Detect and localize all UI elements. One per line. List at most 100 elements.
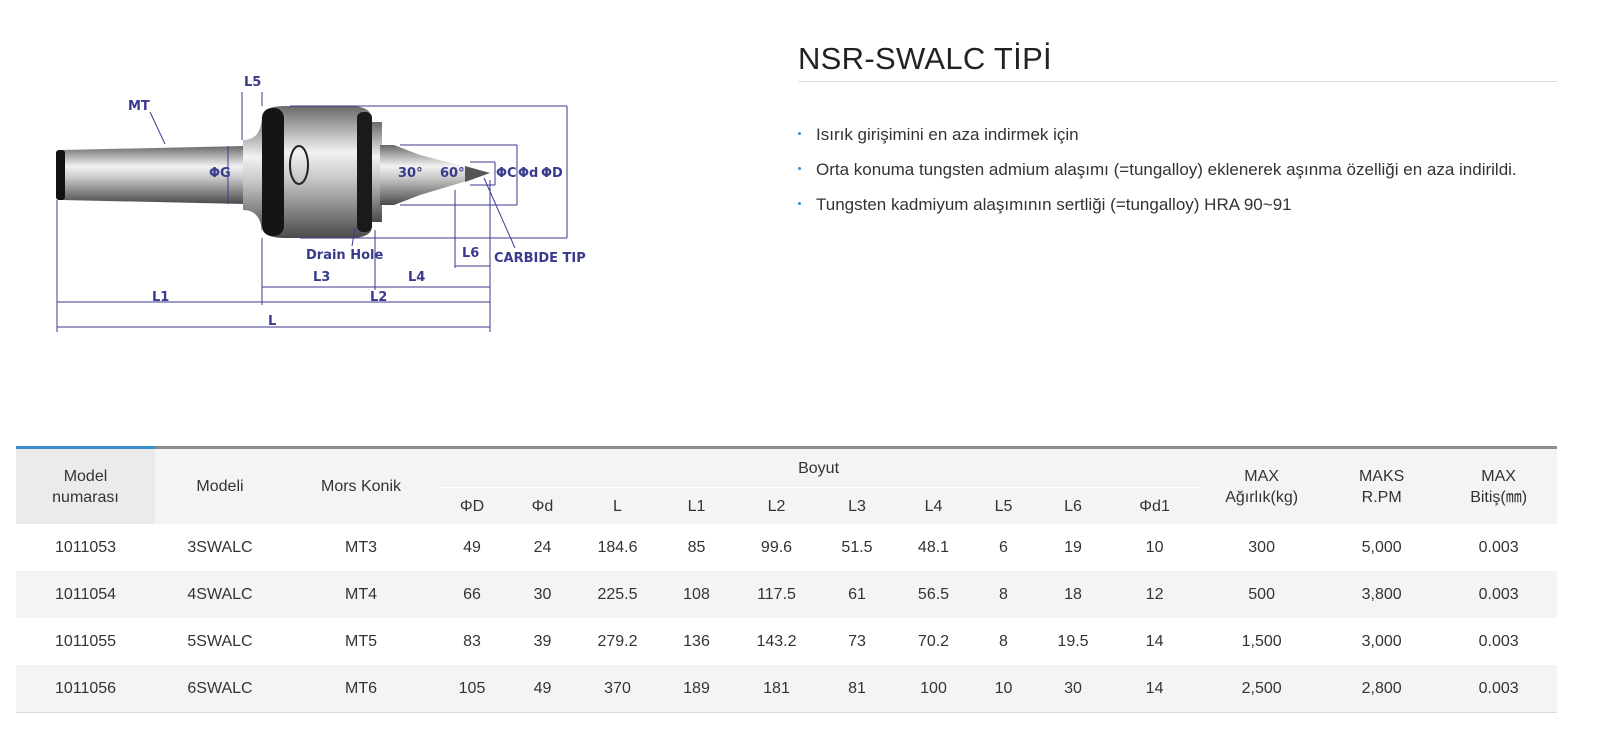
table-cell: 61: [817, 571, 897, 618]
header-dim: L1: [657, 487, 736, 524]
table-cell: 83: [463, 632, 481, 650]
table-cell: 70.2: [917, 632, 950, 650]
table-cell: 0.003: [1440, 571, 1558, 618]
table-cell: 6SWALC: [155, 665, 285, 713]
table-cell: 0.003: [1478, 632, 1519, 650]
label-mt: MT: [128, 99, 150, 114]
tool-body: [56, 106, 490, 238]
header-morse: Mors Konik: [285, 446, 437, 524]
header-max-load: MAX Ağırlık(kg): [1200, 446, 1324, 524]
bullet-icon: [798, 167, 801, 170]
table-cell: 184.6: [597, 538, 638, 556]
table-cell: MT6: [285, 665, 437, 713]
header-boyut: Boyut: [437, 446, 1201, 488]
header-dim: L6: [1037, 487, 1109, 524]
table-cell: 370: [578, 665, 657, 713]
table-cell: 30: [507, 571, 578, 618]
table-row: 1011056 6SWALC MT6 105 49 370 189 181 81 100 10 30 1…: [16, 665, 1558, 713]
feature-list: Isırık girişimini en aza indirmek için O…: [798, 117, 1568, 222]
label-phi-c: ΦC: [496, 166, 517, 181]
table-cell: 6: [999, 538, 1008, 556]
nsr-logo: [289, 145, 309, 185]
table-cell: MT4: [285, 571, 437, 618]
table-cell: 8: [970, 571, 1037, 618]
table-cell: 500: [1200, 571, 1324, 618]
table-cell: 56.5: [897, 571, 970, 618]
label-l3: L3: [313, 270, 330, 285]
table-cell: 117.5: [736, 571, 817, 618]
label-30deg: 30°: [398, 166, 423, 181]
table-cell: 3,000: [1361, 632, 1402, 650]
header-model: Modeli: [155, 446, 285, 524]
label-l2: L2: [370, 290, 387, 305]
dimension-lines: [56, 92, 568, 332]
header-max-runout: MAX Bitiş(㎜): [1440, 446, 1558, 524]
table-cell: 1,500: [1241, 632, 1282, 650]
table-cell: 100: [897, 665, 970, 713]
feature-item: Tungsten kadmiyum alaşımının sertliği (=…: [798, 187, 1568, 222]
table-cell: 3,800: [1323, 571, 1441, 618]
label-phi-d-big: ΦD: [541, 166, 563, 181]
table-cell: 8: [999, 632, 1008, 650]
table-row: 1011055 5SWALC MT5 83 39 279.2 136 143.2 73 70.2 8…: [16, 618, 1557, 665]
table-cell: 2,500: [1200, 665, 1324, 713]
table-cell: 279.2: [597, 632, 638, 650]
table-cell: 143.2: [756, 632, 797, 650]
bullet-icon: [798, 202, 801, 205]
feature-item: Isırık girişimini en aza indirmek için: [798, 117, 1568, 152]
table-cell: 49: [463, 538, 481, 556]
table-row: 1011054 4SWALC MT4 66 30 225.5 108 117.5 61 56.5 8…: [16, 571, 1558, 618]
table-cell: 108: [657, 571, 736, 618]
table-cell: 0.003: [1478, 538, 1519, 556]
table-cell: 85: [687, 538, 706, 556]
label-l: L: [268, 314, 276, 329]
table-cell: 181: [736, 665, 817, 713]
table-cell: 10: [970, 665, 1037, 713]
table-cell: 300: [1248, 538, 1275, 556]
label-phi-d-small: Φd: [518, 166, 538, 181]
header-dim: L: [578, 487, 657, 524]
table-cell: 4SWALC: [155, 571, 285, 618]
label-l1: L1: [152, 290, 169, 305]
table-cell: 48.1: [917, 538, 950, 556]
header-dim: L5: [970, 487, 1037, 524]
table-cell: 2,800: [1323, 665, 1441, 713]
label-phi-g: ΦG: [209, 166, 231, 181]
feature-text: Tungsten kadmiyum alaşımının sertliği (=…: [816, 195, 1292, 214]
table-cell: 5,000: [1361, 538, 1402, 556]
table-row: 1011053 3SWALC MT3 49 24 184.6 85 99.6 51.5 48.1 6…: [16, 524, 1557, 571]
table-cell: 10: [1145, 538, 1164, 556]
table-cell: 1011055: [54, 632, 117, 650]
table-cell: 73: [848, 632, 866, 650]
feature-text: Orta konuma tungsten admium alaşımı (=tu…: [816, 160, 1517, 179]
table-cell: 105: [437, 665, 507, 713]
table-cell: 14: [1145, 632, 1164, 650]
table-cell: 14: [1109, 665, 1201, 713]
table-cell: 1011056: [16, 665, 155, 713]
label-l5: L5: [244, 75, 261, 90]
table-cell: 0.003: [1440, 665, 1558, 713]
label-carbide-tip: CARBIDE TIP: [494, 251, 586, 266]
table-cell: 81: [817, 665, 897, 713]
spec-table: Model numarası Modeli Mors Konik Boyut MA…: [16, 446, 1558, 713]
label-60deg: 60°: [440, 166, 465, 181]
table-cell: 66: [437, 571, 507, 618]
table-cell: 24: [533, 538, 552, 556]
product-title: NSR-SWALC TİPİ: [798, 40, 1052, 76]
label-l4: L4: [408, 270, 425, 285]
title-divider: [798, 81, 1557, 82]
table-cell: MT5: [345, 632, 377, 650]
table-cell: 19: [1064, 538, 1082, 556]
header-dim: Φd1: [1109, 487, 1201, 524]
table-cell: 19.5: [1057, 632, 1089, 650]
table-cell: 18: [1037, 571, 1109, 618]
header-model-no: Model numarası: [16, 446, 155, 524]
table-cell: MT3: [345, 538, 377, 556]
table-cell: 12: [1109, 571, 1201, 618]
table-cell: 99.6: [760, 538, 793, 556]
label-l6: L6: [462, 246, 479, 261]
header-dim: ΦD: [437, 487, 507, 524]
header-dim: L3: [817, 487, 897, 524]
table-cell: 189: [657, 665, 736, 713]
table-cell: 1011054: [16, 571, 155, 618]
